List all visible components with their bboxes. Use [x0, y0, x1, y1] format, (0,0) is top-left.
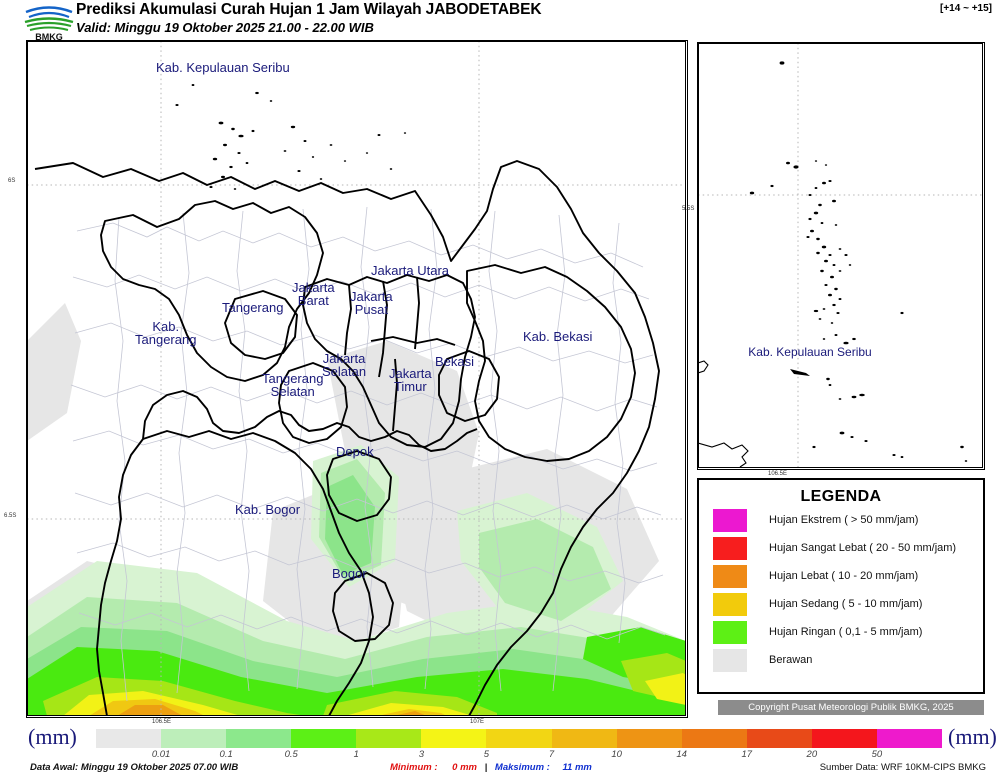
- legend-row-berawan: Berawan: [713, 646, 983, 674]
- legend-swatch-hujan-sedang: [713, 592, 747, 616]
- inset-graticule: [698, 43, 983, 468]
- colorbar-ticks: 0.01 0.1 0.5 1 3 5 7 10 14 17 20 50: [96, 749, 942, 761]
- legend-rows: Hujan Ekstrem ( > 50 mm/jam) Hujan Sangat…: [699, 506, 983, 674]
- colorbar-segment-2: [226, 729, 292, 748]
- legend-title: LEGENDA: [800, 488, 882, 505]
- legend-label-hujan-sedang: Hujan Sedang ( 5 - 10 mm/jam): [769, 598, 923, 610]
- colorbar-segment-6: [486, 729, 552, 748]
- colorbar-segment-9: [681, 729, 747, 748]
- colorbar-tick-3: 1: [353, 749, 359, 760]
- legend-row-hujan-lebat: Hujan Lebat ( 10 - 20 mm/jam): [713, 562, 983, 590]
- legend-swatch-hujan-lebat: [713, 564, 747, 588]
- legend-label-hujan-lebat: Hujan Lebat ( 10 - 20 mm/jam): [769, 570, 919, 582]
- legend-label-hujan-ringan: Hujan Ringan ( 0,1 - 5 mm/jam): [769, 626, 923, 638]
- unit-label-left: (mm): [28, 724, 77, 749]
- main-map-panel[interactable]: [26, 40, 688, 718]
- colorbar-segment-0: [96, 729, 162, 748]
- colorbar-tick-7: 10: [611, 749, 622, 760]
- colorbar-segment-1: [161, 729, 227, 748]
- colorbar-area: (mm) (mm) 0.01 0.1 0.5 1 3 5 7 10 14 17 20 50 Data …: [0, 724, 1000, 773]
- copyright-bar: Copyright Pusat Meteorologi Publik BMKG,…: [718, 700, 984, 715]
- inset-coastline: [698, 360, 749, 468]
- colorbar-segment-7: [551, 729, 617, 748]
- colorbar-tick-9: 17: [741, 749, 753, 760]
- colorbar-tick-0: 0.01: [151, 749, 171, 760]
- colorbar-tick-4: 3: [418, 749, 425, 760]
- colorbar-tick-10: 20: [806, 749, 818, 760]
- colorbar-segment-12: [876, 729, 943, 748]
- axis-label-lon-left: 106.5E: [152, 719, 172, 725]
- legend-label-berawan: Berawan: [769, 654, 813, 666]
- legend-swatch-berawan: [713, 648, 747, 672]
- colorbar-tick-2: 0.5: [284, 749, 298, 760]
- colorbar-segment-11: [811, 729, 877, 748]
- inset-axis-label-lat: 5.5S: [682, 206, 695, 212]
- inset-axis-label-lon: 106.5E: [768, 471, 788, 477]
- graticule: [27, 41, 686, 716]
- colorbar-segment-10: [746, 729, 812, 748]
- bmkg-logo-text: BMKG: [35, 32, 63, 41]
- data-awal-text: Data Awal: Minggu 19 Oktober 2025 07.00 …: [30, 762, 239, 773]
- minimum-value: 0 mm: [452, 762, 477, 773]
- subdistrict-boundaries: [70, 206, 666, 702]
- legend-row-hujan-sangat-lebat: Hujan Sangat Lebat ( 20 - 50 mm/jam): [713, 534, 983, 562]
- lead-time-badge: [+14 ~ +15]: [940, 3, 992, 14]
- axis-label-lon-right: 107E: [470, 719, 485, 725]
- colorbar-tick-8: 14: [676, 749, 687, 760]
- axis-label-lat-bottom: 6.5S: [4, 513, 17, 519]
- main-map-canvas: [27, 41, 686, 716]
- colorbar-tick-1: 0.1: [219, 749, 233, 760]
- district-boundaries: [34, 160, 660, 716]
- shading-band-8: [117, 705, 427, 716]
- validity-subtitle: Valid: Minggu 19 Oktober 2025 21.00 - 22…: [76, 20, 374, 35]
- unit-label-right: (mm): [948, 724, 997, 749]
- colorbar-gradient: [96, 729, 943, 748]
- legend-row-hujan-sedang: Hujan Sedang ( 5 - 10 mm/jam): [713, 590, 983, 618]
- legend-label-hujan-ekstrem: Hujan Ekstrem ( > 50 mm/jam): [769, 514, 919, 526]
- legend-row-hujan-ringan: Hujan Ringan ( 0,1 - 5 mm/jam): [713, 618, 983, 646]
- min-max-separator: |: [484, 762, 488, 773]
- minimum-label: Minimum :: [390, 762, 438, 773]
- page-title: Prediksi Akumulasi Curah Hujan 1 Jam Wil…: [76, 1, 542, 18]
- seribu-islands-main: [175, 84, 407, 190]
- legend-label-hujan-sangat-lebat: Hujan Sangat Lebat ( 20 - 50 mm/jam): [769, 542, 957, 554]
- colorbar-segment-8: [616, 729, 682, 748]
- header: BMKG Prediksi Akumulasi Curah Hujan 1 Ja…: [0, 0, 1000, 41]
- colorbar-segment-3: [291, 729, 357, 748]
- colorbar-tick-5: 5: [483, 749, 490, 760]
- legend-swatch-hujan-ekstrem: [713, 508, 747, 532]
- colorbar-segment-5: [421, 729, 487, 748]
- axis-label-lat-top: 6S: [8, 178, 16, 184]
- maksimum-value: 11 mm: [562, 762, 592, 773]
- legend-box: LEGENDA Hujan Ekstrem ( > 50 mm/jam) Huja…: [697, 478, 985, 694]
- colorbar-segment-4: [356, 729, 422, 748]
- legend-swatch-hujan-sangat-lebat: [713, 536, 747, 560]
- source-text: Sumber Data: WRF 10KM-CIPS BMKG: [819, 762, 986, 773]
- seribu-islands-inset: [749, 61, 968, 462]
- maksimum-label: Maksimum :: [494, 762, 550, 773]
- colorbar-tick-6: 7: [548, 749, 555, 760]
- legend-swatch-hujan-ringan: [713, 620, 747, 644]
- inset-map-canvas: [698, 43, 983, 468]
- min-max-text: Minimum : 0 mm | Maksimum : 11 mm: [390, 762, 592, 773]
- colorbar-tick-11: 50: [871, 749, 883, 760]
- inset-map-panel[interactable]: [697, 42, 985, 470]
- legend-row-hujan-ekstrem: Hujan Ekstrem ( > 50 mm/jam): [713, 506, 983, 534]
- bmkg-logo: BMKG: [24, 3, 74, 41]
